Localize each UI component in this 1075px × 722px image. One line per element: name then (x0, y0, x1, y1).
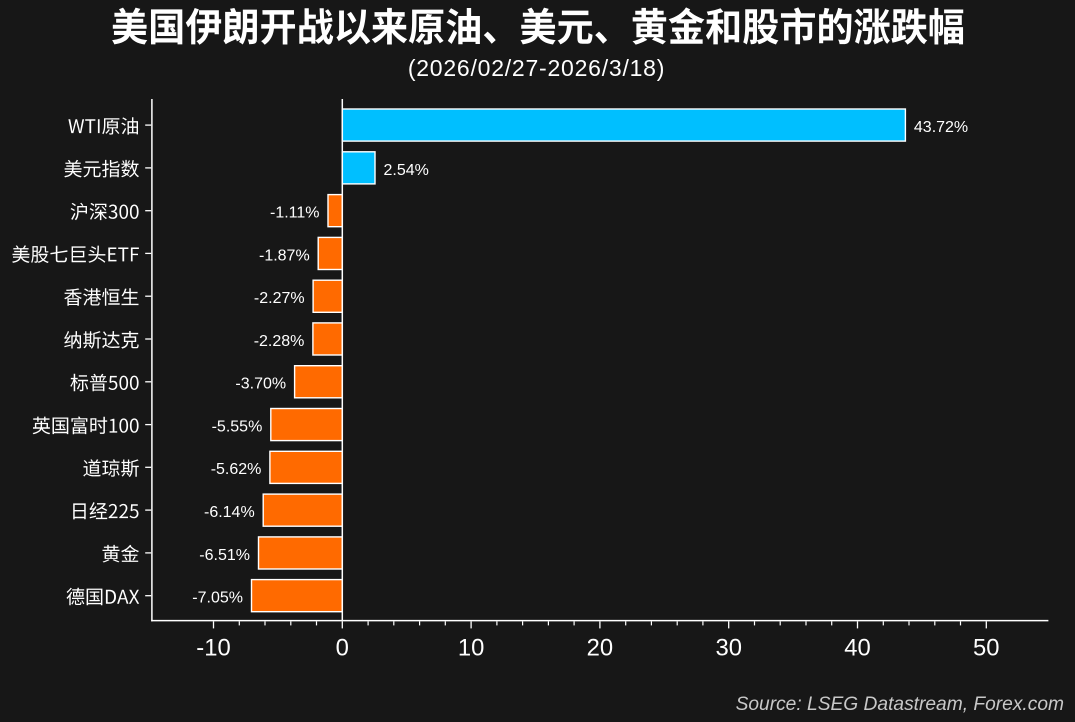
svg-text:-5.55%: -5.55% (212, 419, 263, 436)
svg-text:-6.51%: -6.51% (199, 547, 250, 564)
svg-text:2.54%: 2.54% (384, 162, 429, 179)
svg-text:-1.11%: -1.11% (270, 205, 320, 222)
svg-text:30: 30 (715, 635, 741, 662)
svg-text:Source: LSEG Datastream, Forex: Source: LSEG Datastream, Forex.com (736, 694, 1064, 715)
svg-text:43.72%: 43.72% (914, 119, 968, 136)
svg-text:-2.27%: -2.27% (254, 290, 305, 307)
svg-text:-10: -10 (196, 635, 230, 662)
svg-text:-5.62%: -5.62% (211, 461, 262, 478)
svg-text:50: 50 (973, 635, 999, 662)
svg-text:20: 20 (587, 635, 613, 662)
svg-text:10: 10 (458, 635, 484, 662)
svg-text:-1.87%: -1.87% (259, 247, 310, 264)
svg-text:-7.05%: -7.05% (192, 590, 243, 607)
svg-text:-6.14%: -6.14% (204, 504, 255, 521)
svg-text:40: 40 (844, 635, 870, 662)
svg-text:-2.28%: -2.28% (254, 333, 305, 350)
svg-text:0: 0 (336, 635, 349, 662)
svg-text:-3.70%: -3.70% (235, 376, 286, 393)
svg-text:(2026/02/27-2026/3/18): (2026/02/27-2026/3/18) (408, 55, 665, 81)
